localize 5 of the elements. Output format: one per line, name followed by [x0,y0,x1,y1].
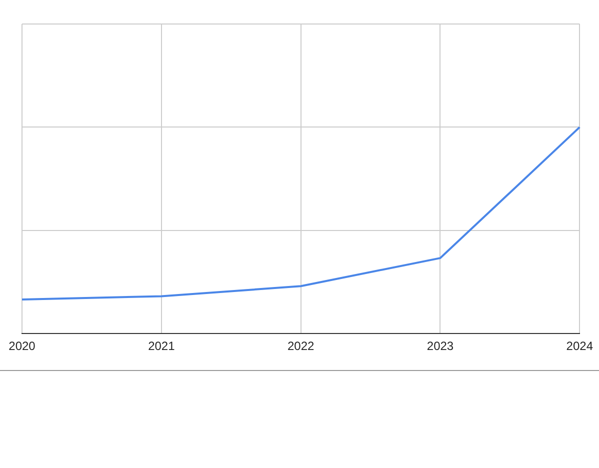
x-tick-label: 2024 [566,339,594,354]
x-tick-label: 2023 [426,339,454,354]
x-tick-label: 2020 [8,339,36,354]
x-tick-label: 2021 [148,339,176,354]
x-tick-label: 2022 [287,339,314,354]
